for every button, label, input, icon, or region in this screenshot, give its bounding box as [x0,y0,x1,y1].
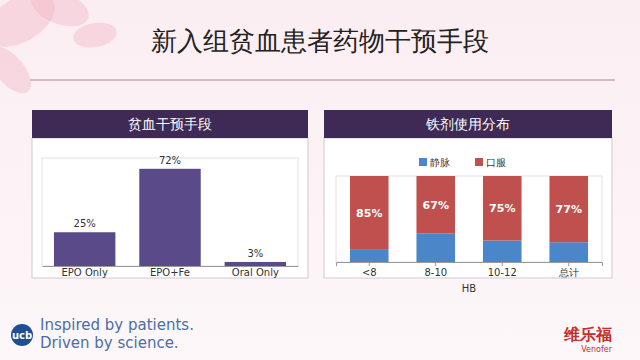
bar-segment [416,176,455,234]
data-label: 72% [159,155,181,166]
tick-label: <8 [362,267,377,278]
bars [350,176,588,262]
tagline: Driven by science. [40,334,179,352]
bar-segment [350,249,389,262]
brand-en: Venofer [581,345,612,354]
title-rule [30,79,615,81]
chart-title: 铁剂使用分布 [425,116,510,132]
tick-label: 总计 [558,267,579,278]
bar-segment [483,241,522,263]
tick-mark [502,262,503,266]
data-labels: 25% 72% 3% [74,155,264,259]
panel-header [324,110,612,138]
legend: 静脉 口服 [419,157,506,168]
tick-label: 10-12 [488,267,517,278]
axis-title: HB [462,283,477,294]
data-label: 85% [356,207,382,220]
tick: 总计 [558,262,579,278]
tick-label: EPO Only [62,267,108,278]
plot-frame [336,176,602,262]
bar [139,169,200,266]
tick-mark [568,262,569,266]
data-label: 75% [489,202,515,215]
legend-swatch [475,158,483,166]
chart: 铁剂使用分布 85% 67% 75% 77% 静脉 口服 <8 8-10 10-12 总计 HB [324,110,612,294]
bar [54,232,115,266]
bar-segment [350,176,389,249]
data-label: 25% [74,218,96,229]
plot-frame [42,158,298,266]
background [0,0,640,360]
bar [225,262,286,266]
logo-mark [11,324,33,346]
tick: EPO Only [62,266,108,278]
x-axis: EPO Only EPO+Fe Oral Only [43,266,299,278]
tick-label: EPO+Fe [150,267,190,278]
x-axis: <8 8-10 10-12 总计 [337,262,603,278]
data-labels: 85% 67% 75% 77% [356,199,582,220]
chart: 贫血干预手段 25% 72% 3% EPO Only EPO+Fe Oral Only [32,110,308,278]
petal [71,19,118,50]
petal [0,40,39,101]
slide-title: 新入组贫血患者药物干预手段 [151,26,489,56]
tick-label: Oral Only [232,267,279,278]
chart-title: 贫血干预手段 [128,116,212,132]
brand: 维乐福 [563,325,612,344]
tick: Oral Only [232,266,279,278]
tagline: Inspired by patients. [40,316,194,334]
tick-label: 8-10 [424,267,447,278]
data-label: 67% [423,199,449,212]
tick-mark [435,262,436,266]
panel-header [32,110,308,138]
footer: ucb Inspired by patients.Driven by scienc… [11,316,613,354]
data-label: 77% [556,203,582,216]
bar-segment [549,242,588,262]
legend-swatch [419,158,427,166]
tick-mark [369,262,370,266]
panel [324,138,612,278]
tick: <8 [362,262,377,278]
bar-segment [483,176,522,241]
tick: 10-12 [488,262,517,278]
legend-label: 静脉 [430,157,450,168]
tick: EPO+Fe [150,266,190,278]
logo: ucb [12,330,32,341]
decoration [0,0,119,100]
tick: 8-10 [424,262,447,278]
legend-label: 口服 [486,157,506,168]
bar-segment [416,234,455,262]
axis-line [337,263,603,267]
panel [32,138,308,278]
bars [54,169,286,266]
data-label: 3% [247,248,263,259]
bar-segment [549,176,588,242]
